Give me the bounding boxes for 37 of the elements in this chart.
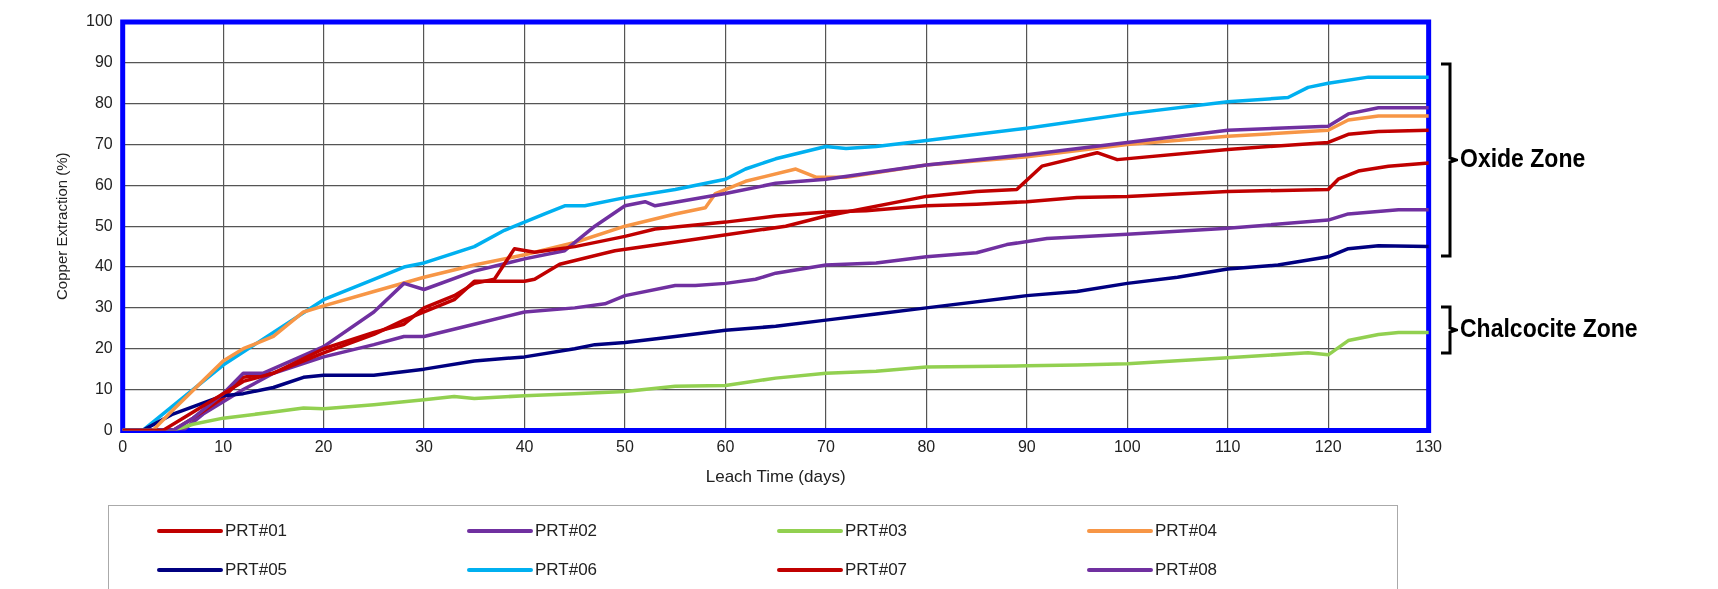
y-tick-label: 60	[94, 175, 113, 193]
y-tick-label: 80	[94, 94, 113, 112]
y-tick-label: 50	[94, 216, 113, 234]
x-tick-label: 30	[415, 438, 434, 456]
x-tick-label: 110	[1214, 438, 1241, 456]
y-tick-label: 10	[94, 379, 113, 397]
x-tick-label: 80	[917, 438, 936, 456]
x-axis-title: Leach Time (days)	[705, 467, 846, 487]
legend-label: PRT#04	[1155, 521, 1218, 542]
x-tick-label: 100	[1113, 438, 1141, 456]
legend-label: PRT#05	[225, 559, 288, 580]
y-tick-label: 30	[94, 298, 113, 316]
legend-label: PRT#01	[225, 521, 288, 542]
y-tick-label: 70	[94, 134, 113, 152]
x-tick-label: 70	[817, 438, 835, 456]
y-tick-label: 100	[85, 12, 113, 30]
x-tick-label: 10	[214, 438, 233, 456]
y-axis-title: Copper Extraction (%)	[53, 152, 71, 300]
legend-label: PRT#02	[535, 521, 598, 542]
x-tick-label: 40	[515, 438, 534, 456]
x-tick-label: 50	[616, 438, 634, 456]
text: Oxide Zone	[1460, 144, 1586, 173]
x-tick-label: 120	[1314, 438, 1342, 456]
x-tick-label: 90	[1017, 438, 1036, 456]
legend-label: PRT#03	[845, 521, 908, 542]
y-tick-label: 20	[94, 339, 113, 357]
legend-label: PRT#06	[535, 559, 598, 580]
legend-label: PRT#07	[845, 559, 908, 580]
y-tick-label: 0	[103, 420, 113, 438]
legend-label: PRT#08	[1155, 559, 1218, 580]
x-tick-label: 0	[118, 438, 128, 456]
x-tick-label: 20	[314, 438, 333, 456]
text: Chalcocite Zone	[1460, 314, 1638, 343]
x-tick-label: 130	[1415, 438, 1443, 456]
x-tick-label: 60	[716, 438, 735, 456]
y-tick-label: 90	[94, 53, 113, 71]
y-tick-label: 40	[94, 257, 113, 275]
